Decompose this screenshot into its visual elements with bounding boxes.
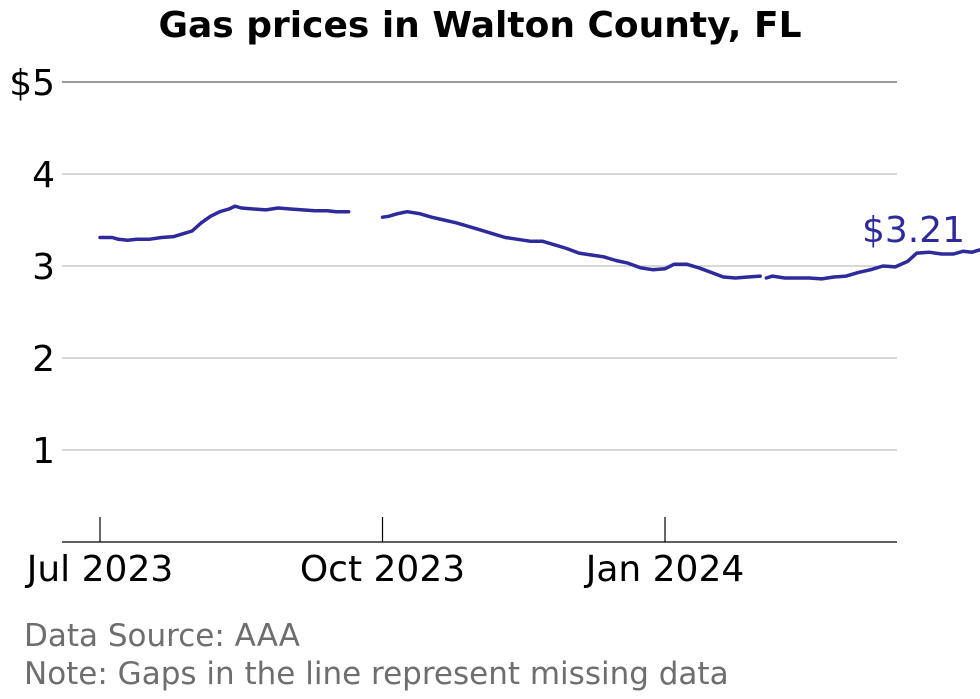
- missing-data-note: Note: Gaps in the line represent missing…: [24, 656, 729, 692]
- price-series: [98, 204, 980, 281]
- price-line-segment-1: [98, 204, 351, 242]
- latest-price-label: $3.21: [862, 210, 965, 251]
- y-tick-label: 2: [32, 339, 55, 380]
- x-tick-label: Oct 2023: [300, 549, 465, 590]
- y-axis: $5 4 3 2 1: [9, 63, 55, 472]
- y-tick-label: $5: [9, 63, 55, 104]
- data-source-note: Data Source: AAA: [24, 618, 300, 654]
- gridlines: [62, 81, 897, 451]
- x-tick-label: Jan 2024: [584, 549, 745, 590]
- chart-title: Gas prices in Walton County, FL: [158, 5, 801, 46]
- price-line-segment-2: [380, 209, 762, 280]
- y-tick-label: 1: [32, 431, 55, 472]
- x-tick-label: Jul 2023: [25, 549, 174, 590]
- y-tick-label: 3: [32, 247, 55, 288]
- y-tick-label: 4: [32, 155, 55, 196]
- x-axis: Jul 2023 Oct 2023 Jan 2024: [25, 517, 897, 590]
- price-line-segment-3: [764, 247, 980, 281]
